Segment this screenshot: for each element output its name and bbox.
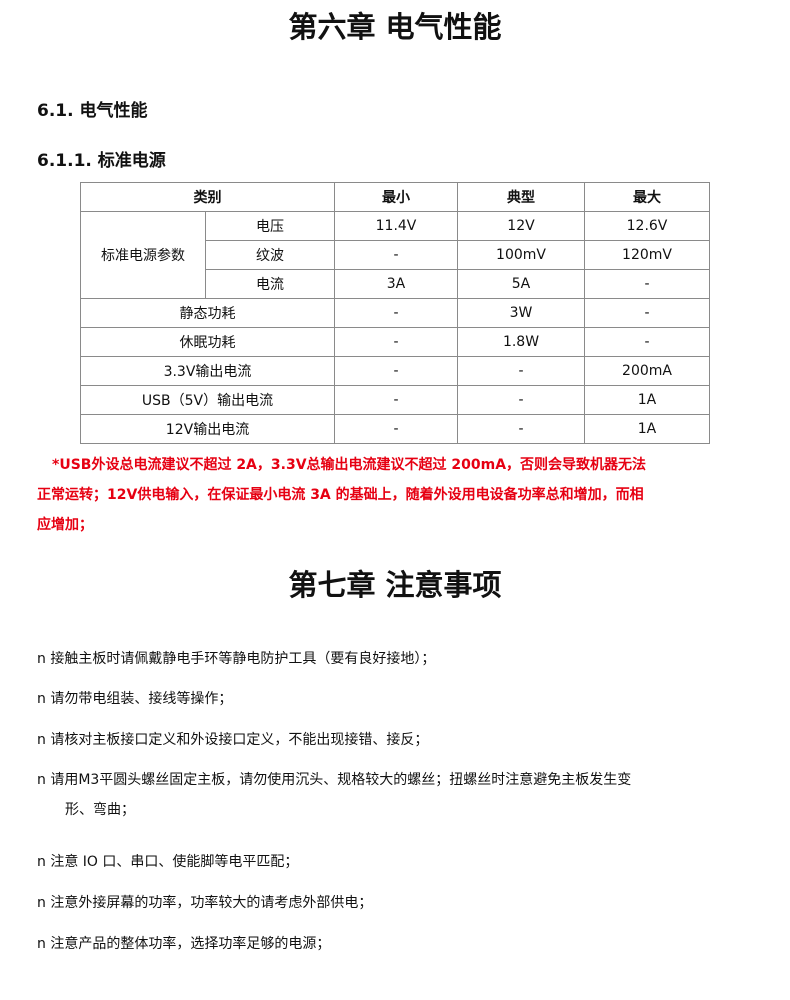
header-category: 类别 (80, 182, 335, 212)
cell-min: - (334, 356, 458, 386)
table-row: 休眠功耗 -1.8W - (80, 327, 710, 357)
row-name: 电流 (205, 269, 335, 299)
cell-typ: 100mV (457, 240, 585, 270)
cell-max: - (584, 269, 710, 299)
header-max: 最大 (584, 182, 710, 212)
list-item: n 请用M3平圆头螺丝固定主板，请勿使用沉头、规格较大的螺丝；扭螺丝时注意避免主… (37, 772, 632, 788)
table-row: 标准电源参数 电压 11.4V 12V 12.6V (80, 211, 710, 299)
subsection-heading: 6.1.1. 标准电源 (37, 151, 166, 171)
cell-max: 1A (584, 385, 710, 415)
table-row: 电流 3A 5A - (81, 269, 710, 299)
row-name: 3.3V输出电流 (80, 356, 335, 386)
table-row: USB（5V）输出电流 - -1A (80, 385, 710, 415)
header-min: 最小 (334, 182, 458, 212)
power-spec-table: 类别 最小 典型 最大 标准电源参数 电压 11.4V 12V 12.6V 纹波… (80, 182, 710, 444)
cell-min: - (334, 414, 458, 444)
cell-max: 12.6V (584, 211, 710, 241)
cell-min: - (334, 385, 458, 415)
note-line: 正常运转；12V供电输入，在保证最小电流 3A 的基础上，随着外设用电设备功率总… (37, 487, 644, 503)
cell-max: 200mA (584, 356, 710, 386)
cell-max: - (584, 298, 710, 328)
row-name: 休眠功耗 (80, 327, 335, 357)
cell-max: 1A (584, 414, 710, 444)
note-line: *USB外设总电流建议不超过 2A，3.3V总输出电流建议不超过 200mA，否… (52, 457, 647, 473)
header-typ: 典型 (457, 182, 585, 212)
cell-typ: - (457, 356, 585, 386)
cell-typ: 12V (457, 211, 585, 241)
table-row: 12V输出电流 - -1A (80, 414, 710, 444)
row-name: 静态功耗 (80, 298, 335, 328)
list-item: n 请核对主板接口定义和外设接口定义，不能出现接错、接反； (37, 732, 429, 748)
table-row: 3.3V输出电流 - -200mA (80, 356, 710, 386)
list-item: n 注意外接屏幕的功率，功率较大的请考虑外部供电； (37, 895, 373, 911)
list-item-continuation: 形、弯曲； (65, 802, 135, 818)
table-header-row: 类别 最小 典型 最大 (80, 182, 710, 212)
note-line: 应增加； (37, 517, 93, 533)
cell-typ: - (457, 414, 585, 444)
section-heading: 6.1. 电气性能 (37, 101, 148, 121)
cell-min: - (334, 298, 458, 328)
row-name: USB（5V）输出电流 (80, 385, 335, 415)
row-name: 纹波 (205, 240, 335, 270)
list-item: n 请勿带电组装、接线等操作； (37, 691, 233, 707)
cell-min: 3A (334, 269, 458, 299)
cell-typ: 5A (457, 269, 585, 299)
list-item: n 注意 IO 口、串口、使能脚等电平匹配； (37, 854, 299, 870)
cell-max: - (584, 327, 710, 357)
row-name: 12V输出电流 (80, 414, 335, 444)
cell-typ: 3W (457, 298, 585, 328)
cell-min: - (334, 327, 458, 357)
cell-min: 11.4V (334, 211, 458, 241)
cell-min: - (334, 240, 458, 270)
chapter-7-title: 第七章 注意事项 (288, 568, 502, 602)
list-item: n 注意产品的整体功率，选择功率足够的电源； (37, 936, 331, 952)
group-label: 标准电源参数 (80, 211, 206, 299)
table-row: 静态功耗 -3W - (80, 298, 710, 328)
list-item: n 接触主板时请佩戴静电手环等静电防护工具（要有良好接地）； (37, 651, 436, 667)
cell-typ: - (457, 385, 585, 415)
warning-note: *USB外设总电流建议不超过 2A，3.3V总输出电流建议不超过 200mA，否… (37, 450, 762, 540)
row-name: 电压 (205, 211, 335, 241)
chapter-6-title: 第六章 电气性能 (288, 10, 502, 44)
cell-typ: 1.8W (457, 327, 585, 357)
cell-max: 120mV (584, 240, 710, 270)
